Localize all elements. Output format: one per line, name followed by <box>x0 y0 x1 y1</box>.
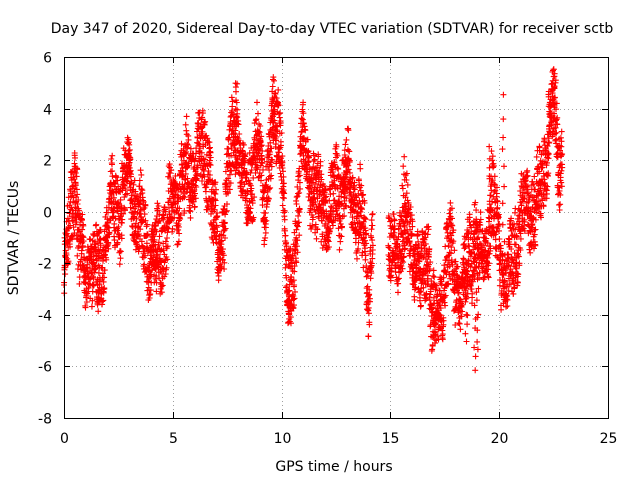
x-tick-labels: 0 5 10 15 20 25 <box>60 431 617 447</box>
x-tick-label: 25 <box>600 431 618 447</box>
chart-title: Day 347 of 2020, Sidereal Day-to-day VTE… <box>51 21 614 37</box>
y-tick-label: -4 <box>38 309 52 325</box>
x-tick-label: 15 <box>382 431 400 447</box>
plot-frame <box>64 57 609 419</box>
y-tick-label: 0 <box>43 206 52 222</box>
y-axis-label: SDTVAR / TECUs <box>6 181 22 296</box>
x-tick-label: 10 <box>274 431 292 447</box>
x-tick-label: 20 <box>491 431 509 447</box>
y-tick-label: 6 <box>43 51 52 67</box>
y-tick-label: -6 <box>38 360 52 376</box>
x-tick-label: 5 <box>169 431 178 447</box>
data-points <box>61 66 566 374</box>
series-sdtvar-markers <box>61 66 566 374</box>
y-tick-label: 4 <box>43 103 52 119</box>
x-tick-label: 0 <box>60 431 69 447</box>
y-tick-label: -2 <box>38 257 52 273</box>
x-axis-label: GPS time / hours <box>275 459 392 475</box>
axis-ticks <box>64 57 609 419</box>
y-tick-label: 2 <box>43 154 52 170</box>
y-tick-label: -8 <box>38 412 52 428</box>
y-tick-labels: -8 -6 -4 -2 0 2 4 6 <box>38 51 52 428</box>
